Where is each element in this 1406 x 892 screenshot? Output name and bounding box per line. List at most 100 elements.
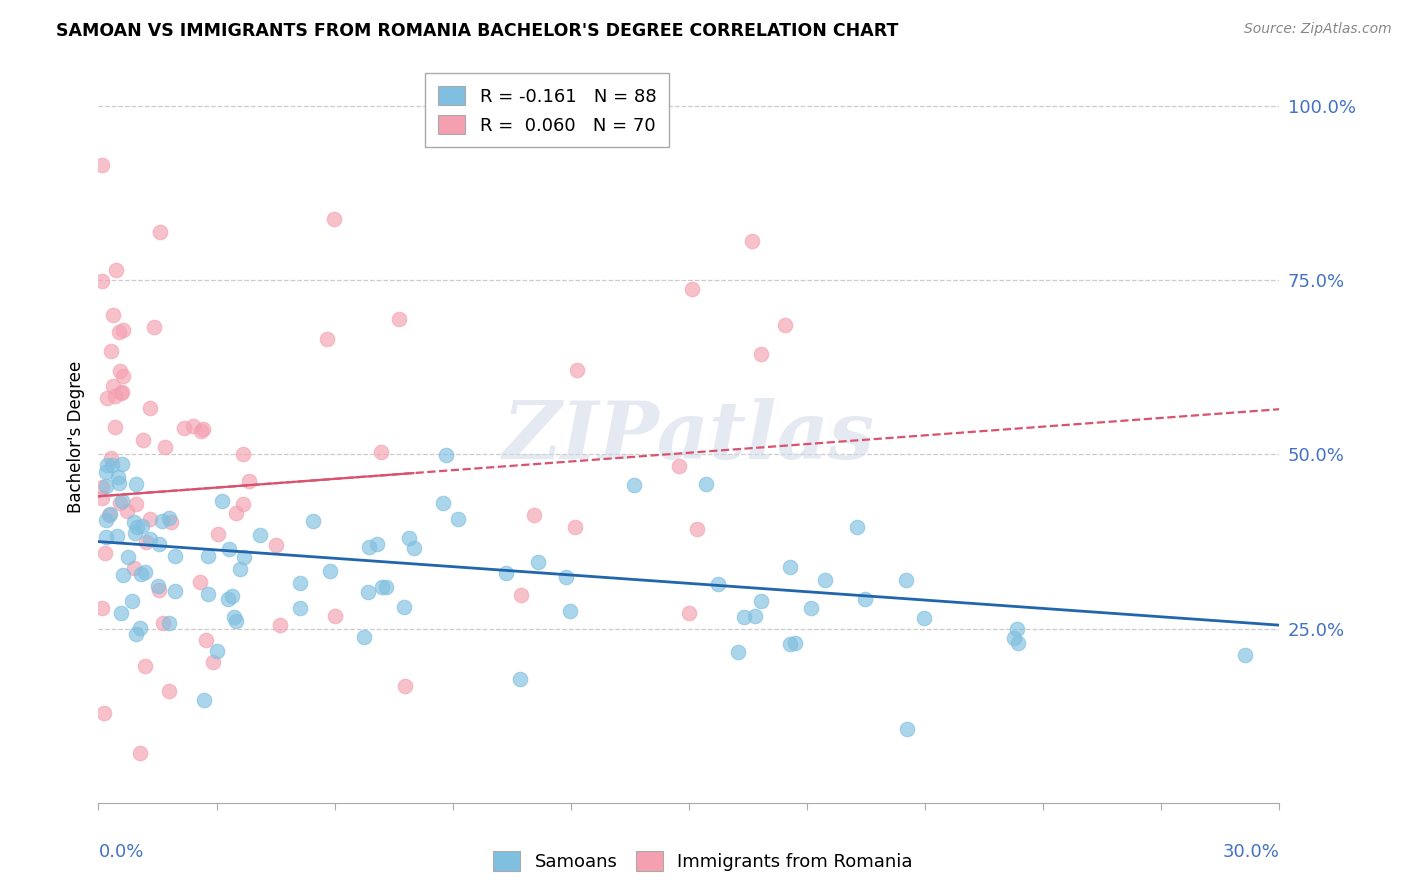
- Point: [211, 494, 233, 508]
- Point: [194, 632, 217, 647]
- Point: [785, 636, 807, 650]
- Point: [207, 527, 229, 541]
- Point: [741, 234, 763, 248]
- Point: [125, 497, 148, 511]
- Point: [128, 621, 150, 635]
- Point: [111, 385, 134, 400]
- Text: SAMOAN VS IMMIGRANTS FROM ROMANIA BACHELOR'S DEGREE CORRELATION CHART: SAMOAN VS IMMIGRANTS FROM ROMANIA BACHEL…: [56, 22, 898, 40]
- Point: [434, 448, 457, 462]
- Point: [370, 580, 392, 594]
- Point: [217, 592, 239, 607]
- Point: [695, 477, 717, 491]
- Point: [202, 655, 225, 669]
- Point: [108, 364, 131, 378]
- Point: [148, 537, 170, 551]
- Point: [110, 386, 132, 401]
- Point: [96, 465, 118, 479]
- Point: [112, 323, 135, 337]
- Point: [96, 391, 118, 405]
- Text: 30.0%: 30.0%: [1223, 843, 1279, 861]
- Point: [129, 567, 152, 582]
- Point: [96, 458, 118, 473]
- Point: [432, 496, 454, 510]
- Point: [152, 615, 174, 630]
- Point: [288, 601, 311, 615]
- Point: [388, 312, 411, 326]
- Point: [122, 516, 145, 530]
- Point: [218, 541, 240, 556]
- Point: [1007, 635, 1029, 649]
- Legend: Samoans, Immigrants from Romania: Samoans, Immigrants from Romania: [486, 844, 920, 879]
- Point: [103, 379, 125, 393]
- Point: [121, 593, 143, 607]
- Point: [91, 158, 114, 172]
- Point: [623, 478, 645, 492]
- Point: [357, 541, 380, 555]
- Point: [509, 672, 531, 686]
- Point: [115, 504, 138, 518]
- Point: [357, 585, 380, 599]
- Point: [222, 610, 245, 624]
- Point: [366, 537, 388, 551]
- Point: [193, 693, 215, 707]
- Point: [159, 615, 181, 630]
- Point: [779, 560, 801, 574]
- Point: [221, 589, 243, 603]
- Point: [124, 560, 146, 574]
- Point: [233, 549, 256, 564]
- Point: [104, 419, 127, 434]
- Point: [143, 320, 166, 334]
- Point: [98, 508, 121, 522]
- Point: [100, 450, 122, 465]
- Point: [527, 555, 550, 569]
- Point: [163, 584, 186, 599]
- Point: [98, 507, 121, 521]
- Legend: R = -0.161   N = 88, R =  0.060   N = 70: R = -0.161 N = 88, R = 0.060 N = 70: [426, 73, 669, 147]
- Point: [733, 610, 755, 624]
- Point: [173, 421, 195, 435]
- Y-axis label: Bachelor's Degree: Bachelor's Degree: [66, 361, 84, 513]
- Point: [157, 510, 180, 524]
- Point: [249, 528, 271, 542]
- Point: [558, 604, 581, 618]
- Point: [149, 225, 172, 239]
- Point: [668, 458, 690, 473]
- Point: [207, 643, 229, 657]
- Point: [727, 645, 749, 659]
- Point: [96, 530, 118, 544]
- Point: [139, 511, 162, 525]
- Point: [125, 627, 148, 641]
- Point: [1007, 622, 1029, 636]
- Point: [108, 476, 131, 491]
- Point: [1002, 632, 1025, 646]
- Point: [110, 496, 132, 510]
- Point: [302, 514, 325, 528]
- Point: [523, 508, 546, 522]
- Point: [148, 583, 170, 598]
- Point: [706, 577, 728, 591]
- Point: [912, 611, 935, 625]
- Point: [225, 506, 247, 520]
- Point: [91, 491, 114, 505]
- Point: [773, 318, 796, 333]
- Text: ZIPatlas: ZIPatlas: [503, 399, 875, 475]
- Point: [495, 566, 517, 580]
- Point: [325, 609, 347, 624]
- Point: [190, 424, 212, 438]
- Point: [159, 516, 181, 530]
- Point: [139, 401, 162, 415]
- Point: [124, 525, 146, 540]
- Point: [197, 586, 219, 600]
- Point: [94, 546, 117, 560]
- Point: [110, 606, 132, 620]
- Point: [814, 573, 837, 587]
- Point: [555, 570, 578, 584]
- Text: Source: ZipAtlas.com: Source: ZipAtlas.com: [1244, 22, 1392, 37]
- Point: [150, 514, 173, 528]
- Point: [91, 274, 114, 288]
- Point: [800, 600, 823, 615]
- Point: [232, 447, 254, 461]
- Point: [402, 541, 425, 555]
- Point: [134, 659, 156, 673]
- Point: [101, 308, 124, 322]
